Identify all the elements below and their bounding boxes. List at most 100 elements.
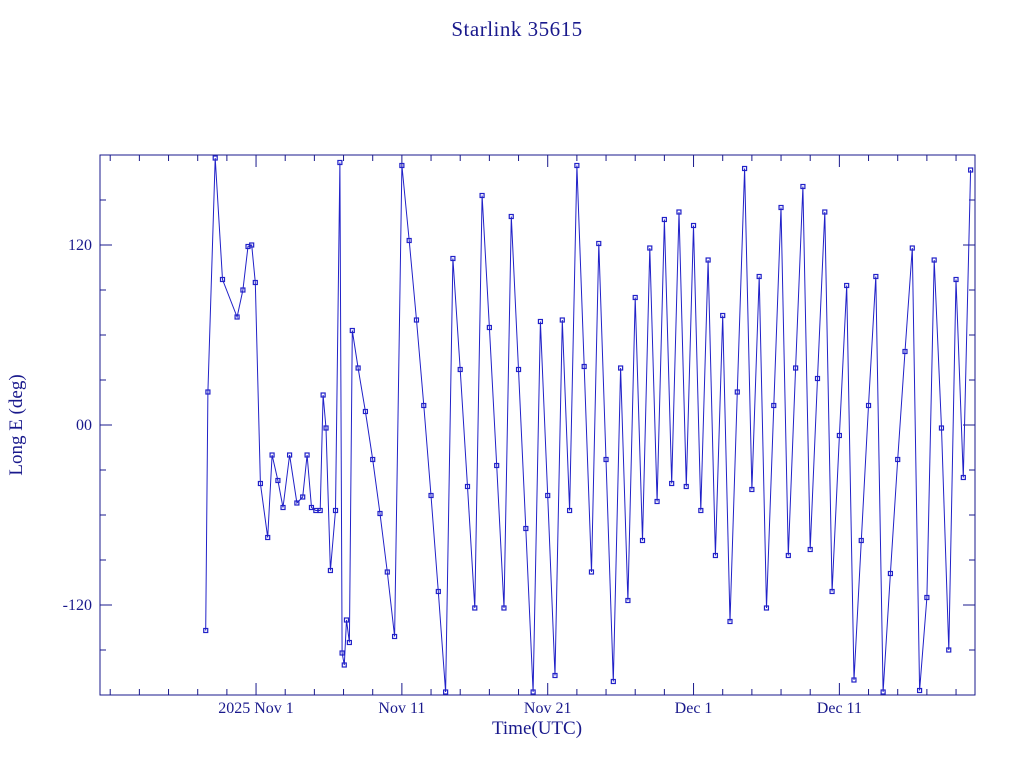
data-point-marker	[212, 155, 218, 161]
data-point-marker	[916, 687, 923, 694]
data-point-marker	[435, 588, 441, 595]
axis-ticks	[100, 155, 975, 695]
data-point-marker	[880, 689, 886, 695]
data-point-marker	[327, 567, 334, 574]
data-point-marker	[341, 662, 347, 668]
x-tick-label: Nov 11	[378, 700, 425, 717]
data-point-marker	[384, 569, 390, 575]
data-point-marker	[851, 677, 857, 683]
data-point-marker	[960, 474, 966, 481]
y-axis-label: Long E (deg)	[6, 374, 27, 475]
data-point-marker	[205, 389, 211, 395]
data-point-marker	[865, 402, 872, 409]
data-point-marker	[618, 365, 624, 371]
data-point-marker	[370, 456, 376, 463]
data-point-marker	[443, 689, 449, 695]
data-point-marker	[337, 159, 343, 166]
data-point-marker	[362, 408, 369, 415]
data-point-marker	[486, 324, 492, 331]
y-tick-label: 120	[68, 237, 92, 254]
data-point-marker	[887, 570, 894, 577]
data-point-marker	[924, 594, 930, 601]
data-point-marker	[902, 348, 908, 355]
data-point-marker	[749, 486, 755, 493]
data-point-marker	[727, 618, 733, 625]
data-point-marker	[654, 498, 660, 505]
data-point-marker	[669, 480, 675, 487]
plot-area: 2025 Nov 1 Nov 11 Nov 21 Dec 1 Dec 11 120 00 -1…	[63, 154, 976, 717]
data-point-marker	[406, 237, 412, 244]
data-point-marker	[349, 327, 355, 334]
data-point-marker	[523, 525, 529, 532]
data-point-marker	[332, 507, 339, 514]
data-point-marker	[873, 273, 879, 280]
data-point-marker	[257, 480, 264, 487]
data-point-marker	[596, 240, 602, 247]
data-point-marker	[399, 162, 405, 169]
data-point-marker	[895, 456, 901, 463]
data-point-marker	[501, 605, 507, 611]
data-point-marker	[844, 282, 850, 289]
data-point-marker	[756, 273, 762, 280]
data-point-marker	[800, 183, 806, 190]
x-tick-label: Nov 21	[524, 700, 572, 717]
data-point-marker	[741, 165, 748, 172]
data-point-marker	[822, 209, 828, 215]
data-point-marker	[931, 257, 937, 263]
x-axis-label: Time(UTC)	[492, 718, 582, 739]
data-point-marker	[450, 255, 456, 262]
data-point-marker	[807, 546, 813, 553]
y-tick-label: -120	[63, 597, 92, 614]
data-point-marker	[265, 534, 271, 541]
data-point-marker	[720, 312, 726, 319]
data-point-marker	[661, 216, 667, 223]
data-point-marker	[240, 287, 246, 293]
data-point-marker	[581, 363, 587, 370]
data-point-marker	[286, 452, 293, 458]
plot-frame	[99, 154, 976, 696]
data-point-marker	[343, 617, 350, 623]
data-point-marker	[778, 204, 784, 211]
data-point-marker	[275, 477, 281, 484]
data-point-marker	[610, 678, 616, 685]
data-point-marker	[339, 650, 345, 656]
data-point-marker	[698, 507, 704, 514]
data-point-marker	[508, 213, 514, 220]
data-point-marker	[308, 504, 315, 511]
x-tick-label: Dec 11	[817, 700, 862, 717]
data-point-marker	[252, 279, 258, 286]
data-point-marker	[219, 276, 226, 283]
data-point-marker	[428, 492, 434, 499]
data-point-marker	[552, 672, 558, 679]
data-point-marker	[836, 432, 842, 439]
data-point-marker	[494, 462, 500, 469]
data-point-marker	[323, 425, 329, 431]
data-point-marker	[300, 494, 306, 500]
data-point-marker	[355, 365, 361, 371]
data-point-marker	[421, 402, 427, 409]
data-point-marker	[588, 569, 595, 575]
data-point-marker	[763, 605, 770, 611]
data-point-marker	[249, 242, 255, 248]
x-tick-label: 2025 Nov 1	[218, 700, 294, 717]
data-point-marker	[968, 167, 974, 173]
data-point-marker	[472, 605, 478, 611]
data-series	[203, 155, 974, 695]
data-point-marker	[647, 245, 653, 251]
data-point-marker	[269, 452, 275, 458]
data-point-marker	[953, 276, 959, 283]
data-point-marker	[304, 452, 310, 458]
data-point-marker	[946, 647, 952, 653]
data-point-marker	[294, 500, 300, 506]
data-point-marker	[479, 192, 485, 199]
data-point-marker	[537, 318, 544, 325]
data-point-marker	[317, 507, 323, 514]
data-point-marker	[712, 552, 719, 559]
data-point-marker	[683, 483, 689, 490]
data-point-marker	[464, 483, 471, 490]
data-point-marker	[909, 245, 915, 251]
data-point-marker	[632, 294, 638, 301]
data-point-marker	[676, 209, 682, 215]
